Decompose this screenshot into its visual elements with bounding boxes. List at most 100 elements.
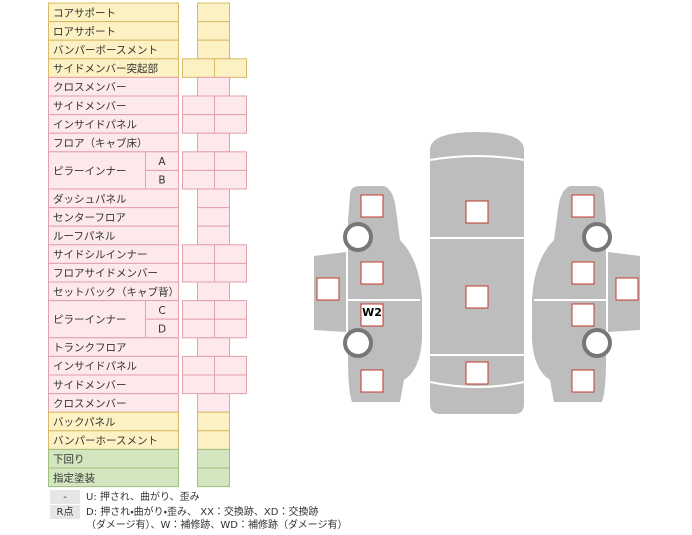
check-cell[interactable]: [182, 151, 215, 171]
row-label: フロアサイドメンバー: [53, 268, 158, 280]
legend-key-box: [50, 505, 80, 519]
row-label: ロアサポート: [53, 26, 116, 38]
check-cell[interactable]: [197, 39, 230, 60]
legend-key: R点: [57, 506, 74, 518]
box: [465, 361, 489, 385]
wheel: [343, 328, 373, 358]
box: [615, 277, 639, 301]
box: [316, 277, 340, 301]
check-cell[interactable]: [197, 76, 230, 97]
check-cell[interactable]: [197, 207, 230, 227]
car-diagram: W2: [314, 132, 640, 414]
check-cell[interactable]: [197, 2, 230, 23]
row-label: 下回り: [53, 454, 85, 466]
car-right: [532, 186, 606, 402]
check-cell[interactable]: [182, 114, 215, 134]
check-cell[interactable]: [197, 393, 230, 413]
row-label: サイドメンバー突起部: [53, 63, 158, 75]
check-cell[interactable]: [197, 281, 230, 302]
car-top: [430, 132, 524, 414]
box: [465, 285, 489, 309]
check-cell[interactable]: [214, 262, 247, 283]
check-cell[interactable]: [182, 169, 215, 190]
wheel: [582, 328, 612, 358]
wheel: [582, 222, 612, 252]
wheels: [343, 222, 612, 358]
check-cell[interactable]: [214, 169, 247, 190]
row-label: サイドシルインナー: [53, 249, 148, 261]
check-cell[interactable]: [182, 318, 215, 339]
legend-text: D: 押され・曲がり・歪み、 XX：交換跡、XD：交換跡: [86, 505, 318, 518]
row-label: ピラーインナー: [53, 165, 127, 177]
row-label: コアサポート: [53, 7, 116, 19]
box: [571, 303, 595, 327]
check-cell[interactable]: [197, 337, 230, 357]
row-label-cell: [48, 300, 146, 339]
row-label: セットバック（キャブ背）: [53, 285, 179, 298]
row-label: バンパーホースメント: [53, 435, 158, 447]
legend-key-box: [50, 490, 80, 504]
check-cell[interactable]: [214, 300, 247, 320]
box: [571, 261, 595, 285]
sub-label: B: [158, 175, 165, 187]
row-label: インサイドパネル: [53, 361, 137, 373]
box: [360, 261, 384, 285]
row-label-cell: [48, 467, 179, 488]
row-label: 指定塗装: [53, 471, 95, 484]
check-cell[interactable]: [182, 244, 215, 264]
check-cell[interactable]: [214, 151, 247, 171]
sub-label: C: [158, 305, 165, 317]
row-label: バンパーボースメント: [53, 45, 158, 57]
sub-label: D: [158, 324, 166, 336]
box: [465, 200, 489, 224]
sub-label: A: [158, 156, 166, 168]
row-label: フロア（キャブ床）: [53, 137, 148, 150]
row-label: センターフロア: [53, 212, 126, 224]
check-cell[interactable]: [214, 244, 247, 264]
check-cell[interactable]: [214, 374, 247, 395]
check-cell[interactable]: [197, 21, 230, 41]
check-cell[interactable]: [182, 95, 215, 116]
row-label: クロスメンバー: [53, 398, 127, 410]
check-cell[interactable]: [214, 114, 247, 134]
check-cell[interactable]: [182, 374, 215, 395]
box: [360, 194, 384, 218]
check-cell[interactable]: [197, 448, 230, 469]
wheel: [343, 222, 373, 252]
row-label: ピラーインナー: [53, 314, 127, 326]
check-cell[interactable]: [214, 95, 247, 116]
legend-key: -: [63, 492, 67, 503]
check-cell[interactable]: [214, 355, 247, 376]
row-label: サイドメンバー: [53, 100, 127, 112]
legend-text: （ダメージ有）、W：補修跡、WD：補修跡（ダメージ有）: [86, 518, 347, 531]
check-boxes: [316, 194, 639, 393]
check-cell[interactable]: [182, 58, 215, 78]
row-label: バックパネル: [53, 417, 115, 429]
check-cell[interactable]: [197, 225, 230, 246]
box: [571, 369, 595, 393]
row-label: サイドメンバー: [53, 379, 127, 391]
legend: - U: 押され、曲がり、歪み R点 D: 押され・曲がり・歪み、 XX：交換跡、XD…: [50, 490, 347, 531]
check-cell[interactable]: [197, 132, 230, 153]
check-cell[interactable]: [214, 58, 247, 78]
car-left: [348, 186, 422, 402]
box: [360, 303, 384, 327]
box: [571, 194, 595, 218]
row-label: トランクフロア: [53, 342, 127, 354]
car-top-lines: [429, 155, 525, 388]
check-cell[interactable]: [197, 411, 230, 432]
row-label: ルーフパネル: [53, 231, 115, 243]
check-cell[interactable]: [197, 188, 230, 209]
check-cell[interactable]: [214, 318, 247, 339]
check-cell[interactable]: [182, 355, 215, 376]
check-cell[interactable]: [197, 467, 230, 488]
check-cell[interactable]: [182, 300, 215, 320]
check-cell[interactable]: [182, 262, 215, 283]
check-cell[interactable]: [197, 430, 230, 450]
row-label: クロスメンバー: [53, 82, 127, 94]
row-label: インサイドパネル: [53, 119, 137, 131]
legend-text: U: 押され、曲がり、歪み: [86, 490, 200, 503]
box: [360, 369, 384, 393]
